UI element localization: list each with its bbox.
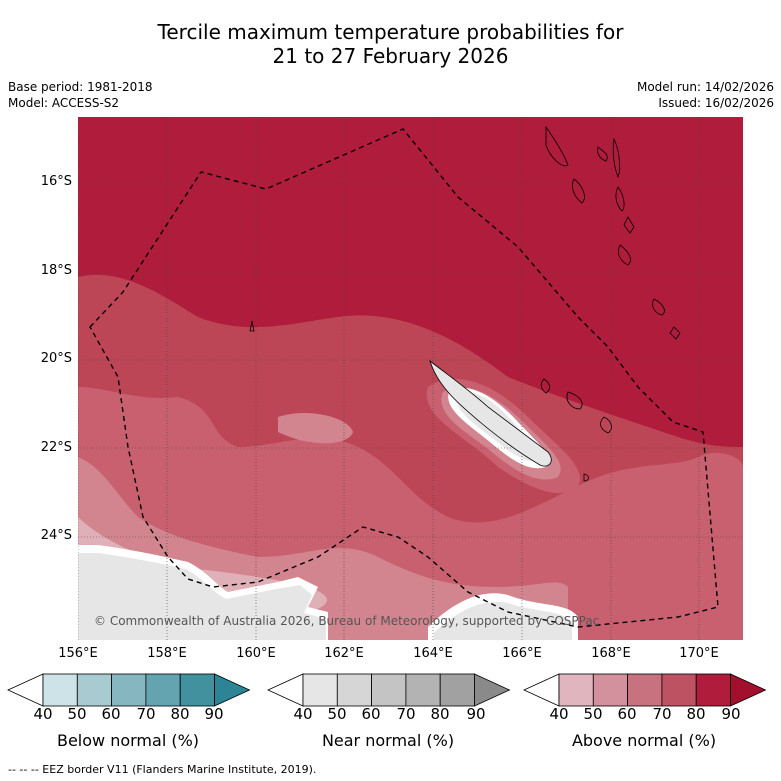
lon-label: 164°E — [413, 646, 453, 661]
lon-label: 160°E — [236, 646, 276, 661]
lon-label: 158°E — [147, 646, 187, 661]
lat-label: 20°S — [40, 351, 72, 366]
colorbar-max-arrow — [730, 673, 767, 707]
issued-date: Issued: 16/02/2026 — [658, 96, 774, 110]
lon-label: 170°E — [679, 646, 719, 661]
cb-tick: 40 — [33, 705, 53, 723]
cb-tick: 90 — [204, 705, 224, 723]
cb-tick: 60 — [361, 705, 381, 723]
colorbar-segment — [111, 673, 147, 707]
model-run: Model run: 14/02/2026 — [636, 80, 774, 94]
colorbar-segment — [42, 673, 78, 707]
cb-tick: 80 — [430, 705, 450, 723]
colorbar-segment — [371, 673, 407, 707]
colorbar-max-arrow — [474, 673, 511, 707]
lon-label: 162°E — [324, 646, 364, 661]
colorbar-segment — [558, 673, 594, 707]
eez-footnote: -- -- -- EEZ border V11 (Flanders Marine… — [8, 763, 317, 776]
cb-tick: 40 — [549, 705, 569, 723]
cb-tick: 90 — [721, 705, 741, 723]
cb-tick: 70 — [136, 705, 156, 723]
model-name: Model: ACCESS-S2 — [8, 96, 120, 110]
cb-tick: 50 — [327, 705, 347, 723]
near-normal-region — [78, 553, 326, 640]
below-normal-label: Below normal (%) — [56, 731, 200, 750]
colorbar-min-arrow — [7, 673, 44, 707]
cb-tick: 40 — [293, 705, 313, 723]
colorbar-min-arrow — [523, 673, 560, 707]
colorbar-segment — [336, 673, 372, 707]
cb-tick: 90 — [466, 705, 486, 723]
colorbar-min-arrow — [267, 673, 304, 707]
colorbar-max-arrow — [214, 673, 251, 707]
lat-label: 16°S — [40, 174, 72, 189]
title-line-1: Tercile maximum temperature probabilitie… — [157, 20, 624, 44]
cb-tick: 50 — [583, 705, 603, 723]
colorbar-segment — [145, 673, 181, 707]
title-line-2: 21 to 27 February 2026 — [272, 44, 509, 68]
lat-label: 24°S — [40, 528, 72, 543]
colorbar-segment — [405, 673, 441, 707]
colorbar-segment — [76, 673, 113, 707]
copyright-notice: © Commonwealth of Australia 2026, Bureau… — [94, 614, 600, 628]
cb-tick: 60 — [617, 705, 637, 723]
colorbar-segment — [592, 673, 628, 707]
cb-tick: 80 — [686, 705, 706, 723]
near-normal-region-2 — [434, 601, 572, 640]
new-caledonia-island — [429, 359, 552, 467]
lon-label: 156°E — [58, 646, 98, 661]
near-normal-label: Near normal (%) — [321, 731, 455, 750]
cb-tick: 70 — [396, 705, 416, 723]
vanuatu-islands — [249, 125, 681, 482]
colorbar-segment — [661, 673, 697, 707]
above-normal-label: Above normal (%) — [571, 731, 717, 750]
colorbar-segment — [695, 673, 731, 707]
grid-lines — [78, 117, 743, 640]
colorbar-segment — [302, 673, 338, 707]
cb-tick: 50 — [67, 705, 87, 723]
lon-label: 168°E — [591, 646, 631, 661]
cb-tick: 70 — [652, 705, 672, 723]
map-svg — [78, 117, 743, 640]
colorbars — [7, 673, 767, 707]
lat-label: 22°S — [40, 440, 72, 455]
colorbar-segment — [439, 673, 475, 707]
colorbar-segment — [179, 673, 215, 707]
probability-map — [78, 117, 743, 640]
base-period: Base period: 1981-2018 — [8, 80, 153, 94]
cb-tick: 80 — [170, 705, 190, 723]
lat-label: 18°S — [40, 263, 72, 278]
eez-border — [89, 128, 719, 628]
left-60-patch — [278, 412, 353, 444]
cb-tick: 60 — [101, 705, 121, 723]
colorbar-segment — [627, 673, 663, 707]
lon-label: 166°E — [502, 646, 542, 661]
